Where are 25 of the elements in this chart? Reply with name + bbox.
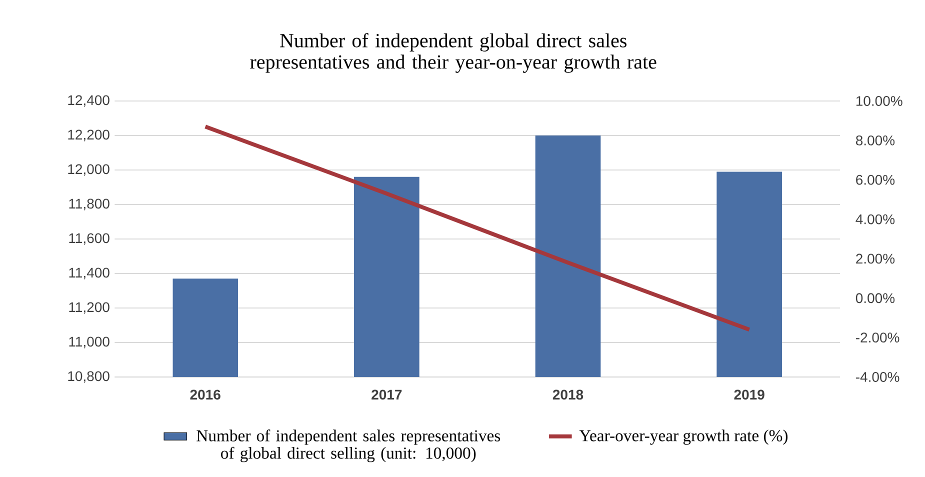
y2-tick-label: -4.00% <box>856 372 900 382</box>
x-tick-label: 2019 <box>734 390 764 400</box>
y-tick-label: 11,200 <box>69 302 110 314</box>
line-series <box>203 124 752 332</box>
legend-label: Number of independent sales representatives of global direct selling (unit: 10,000) <box>196 430 500 462</box>
y-tick-label: 11,800 <box>69 198 110 210</box>
y2-tick-label: -2.00% <box>856 332 900 343</box>
y-tick-label: 11,600 <box>69 233 110 245</box>
x-tick-label: 2016 <box>190 390 220 400</box>
x-tick-label: 2017 <box>372 390 402 400</box>
y-tick-label: 11,400 <box>69 268 110 280</box>
y2-tick-label: 0.00% <box>856 293 895 304</box>
legend-label: Year-over-year growth rate (%) <box>579 430 788 445</box>
y-tick-label: 12,400 <box>68 95 110 107</box>
y-tick-label: 12,200 <box>68 130 110 142</box>
y-tick-label: 12,000 <box>68 164 110 176</box>
chart-title: Number of independent global direct sales representatives and their year-on-year growth rate <box>250 33 656 73</box>
y2-tick-label: 10.00% <box>856 96 902 106</box>
x-tick-label: 2018 <box>552 390 584 400</box>
y2-tick-label: 8.00% <box>856 135 895 146</box>
y2-tick-label: 2.00% <box>856 254 895 264</box>
y-tick-label: 10,800 <box>68 371 110 383</box>
y2-tick-label: 6.00% <box>856 174 895 185</box>
y2-tick-label: 4.00% <box>856 214 895 224</box>
y-tick-label: 11,000 <box>69 336 110 348</box>
